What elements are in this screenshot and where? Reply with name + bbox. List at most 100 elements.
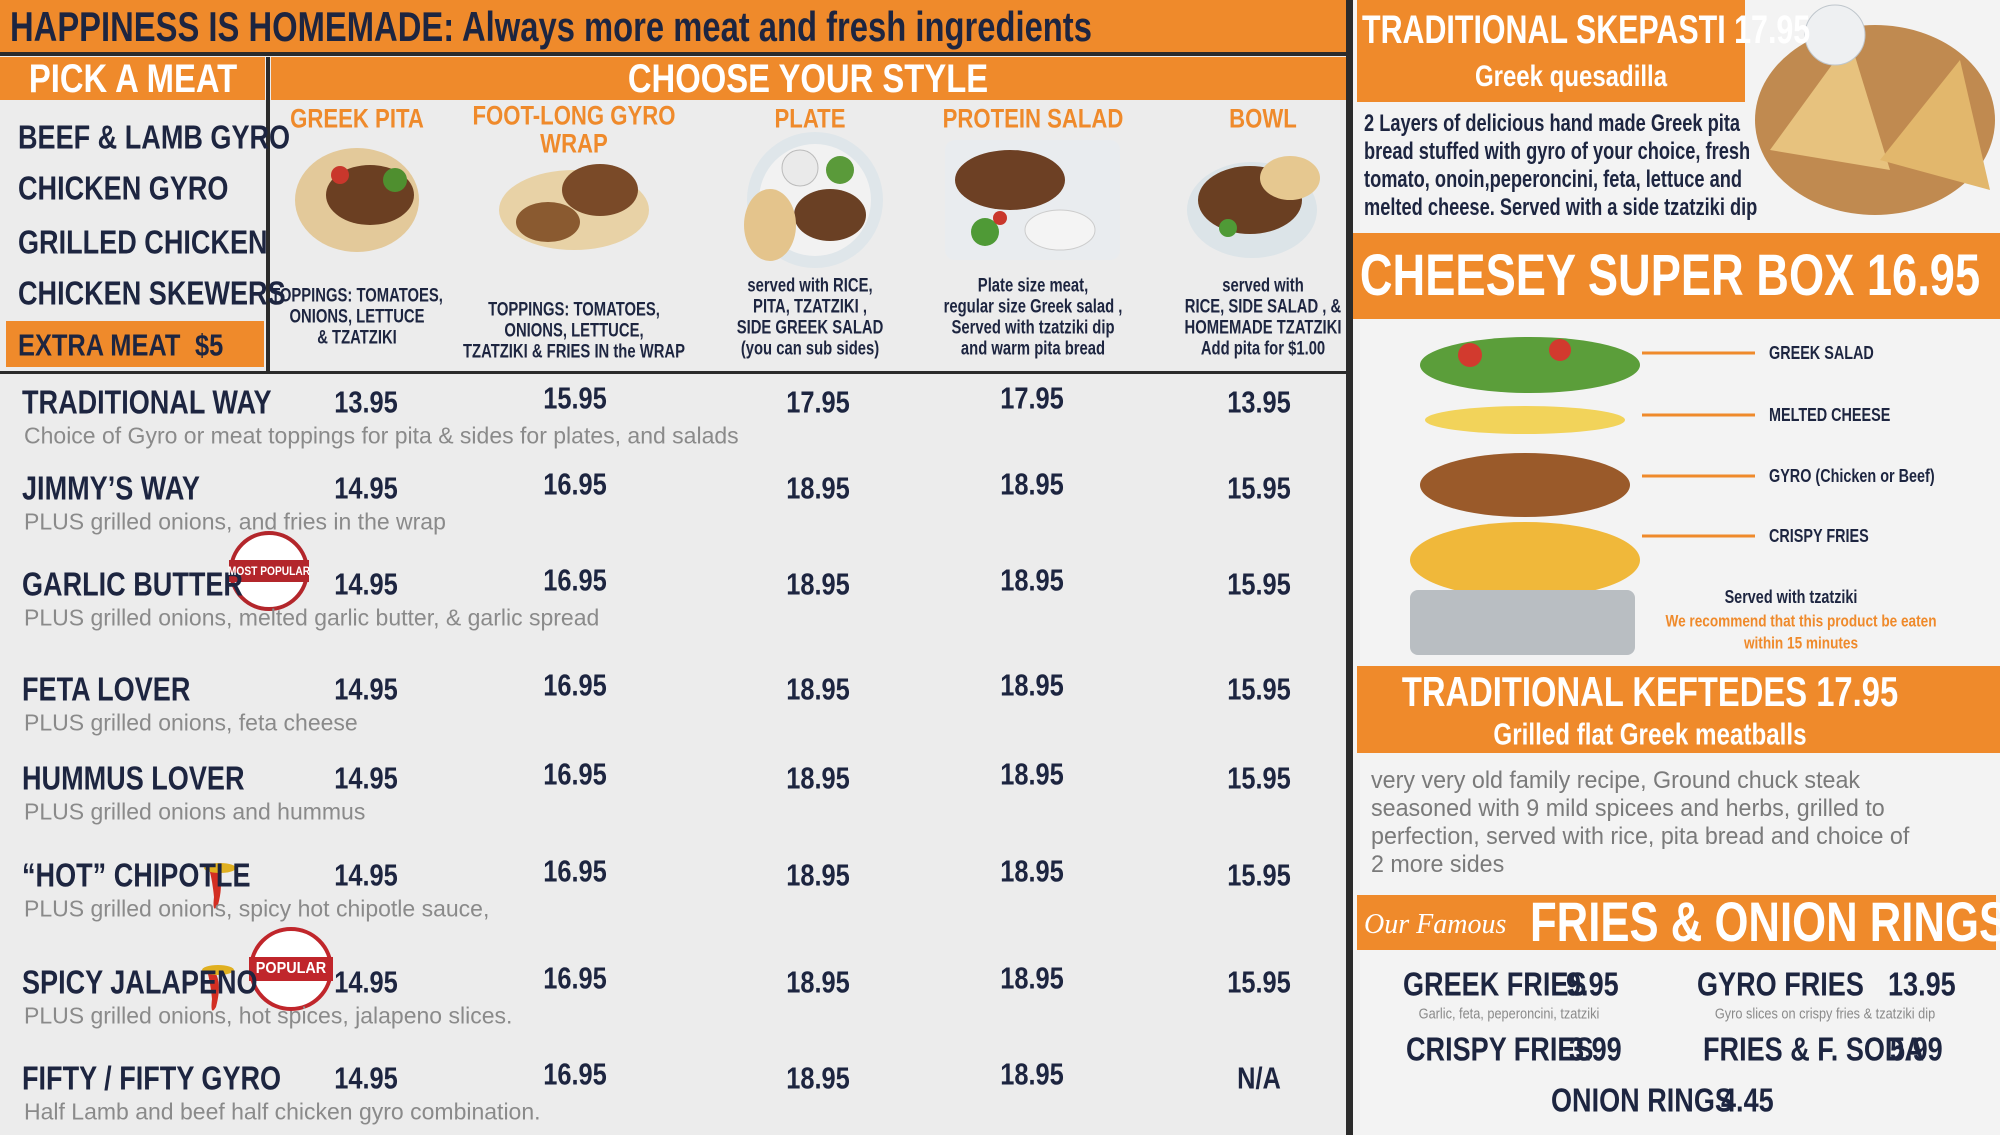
- style-name: FOOT-LONG GYRO: [472, 100, 676, 131]
- skepasti-subtitle: Greek quesadilla: [1474, 60, 1668, 93]
- layer-label: CRISPY FRIES: [1769, 526, 1869, 546]
- served-with: Served with tzatziki: [1724, 587, 1858, 607]
- price: 18.95: [786, 470, 850, 506]
- fries-item-price: 4.45: [1721, 1081, 1774, 1119]
- price: 17.95: [1000, 380, 1064, 416]
- style-name: PROTEIN SALAD: [942, 103, 1124, 134]
- style-description: RICE, SIDE SALAD , &: [1184, 296, 1342, 318]
- skepasti-description: melted cheese. Served with a side tzatzi…: [1364, 194, 1758, 221]
- style-name: BOWL: [1229, 103, 1297, 134]
- price: 14.95: [334, 566, 398, 602]
- price: 15.95: [1227, 964, 1291, 1000]
- skepasti-bar: [1357, 0, 1747, 102]
- style-description: regular size Greek salad ,: [943, 296, 1123, 318]
- style-description: Served with tzatziki dip: [951, 317, 1115, 339]
- header-title: HAPPINESS IS HOMEMADE: Always more meat …: [10, 3, 1092, 50]
- price: 15.95: [1227, 470, 1291, 506]
- fries-item-name: GREEK FRIES: [1403, 965, 1587, 1003]
- pick-meat-bar: [0, 57, 265, 100]
- row-name: “HOT” CHIPOTLE: [22, 856, 251, 894]
- super-box-image: [1410, 337, 1640, 655]
- column-rule: [266, 57, 270, 373]
- price: 14.95: [334, 760, 398, 796]
- style-description: ONIONS, LETTUCE,: [504, 320, 644, 342]
- fries-item-name: ONION RINGS: [1551, 1081, 1733, 1119]
- style-description: (you can sub sides): [740, 338, 880, 360]
- super-box-title: CHEESEY SUPER BOX 16.95: [1359, 243, 1981, 308]
- keftedes-subtitle: Grilled flat Greek meatballs: [1493, 716, 1807, 752]
- price: 18.95: [1000, 667, 1064, 703]
- skepasti-description: bread stuffed with gyro of your choice, …: [1364, 138, 1751, 165]
- keftedes-title: TRADITIONAL KEFTEDES 17.95: [1401, 668, 1899, 715]
- row-name: FIFTY / FIFTY GYRO: [22, 1059, 282, 1097]
- row-description: PLUS grilled onions, melted garlic butte…: [24, 604, 600, 631]
- fries-item-price: 3.99: [1569, 1030, 1622, 1068]
- skepasti-description: 2 Layers of delicious hand made Greek pi…: [1364, 110, 1741, 137]
- keftedes-description: very very old family recipe, Ground chuc…: [1371, 767, 1861, 794]
- price: 18.95: [786, 857, 850, 893]
- price: 16.95: [543, 1056, 607, 1092]
- fries-item-description: Garlic, feta, peperoncini, tzatziki: [1418, 1005, 1600, 1023]
- fries-title: FRIES & ONION RINGS: [1530, 890, 2000, 953]
- price: 15.95: [1227, 671, 1291, 707]
- divider: [1346, 0, 1353, 1135]
- layer-label: GYRO (Chicken or Beef): [1769, 466, 1935, 486]
- price: 18.95: [1000, 853, 1064, 889]
- keftedes-bar: [1357, 666, 2000, 753]
- price: 18.95: [786, 1060, 850, 1096]
- style-description: TOPPINGS: TOMATOES,: [488, 299, 660, 321]
- style-description: served with: [1222, 275, 1304, 297]
- price: 16.95: [543, 562, 607, 598]
- price: 14.95: [334, 470, 398, 506]
- meat-name: GRILLED CHICKEN: [18, 223, 268, 261]
- row-name: GARLIC BUTTER: [22, 565, 243, 603]
- extra-meat-price: $5: [195, 327, 224, 363]
- pita-image: [295, 148, 419, 252]
- keftedes-description: seasoned with 9 mild spicees and herbs, …: [1371, 795, 1885, 822]
- style-name: PLATE: [774, 103, 846, 134]
- keftedes-description: 2 more sides: [1371, 851, 1505, 878]
- row-name: FETA LOVER: [22, 670, 191, 708]
- style-description: Plate size meat,: [977, 275, 1089, 297]
- style-description: served with RICE,: [747, 275, 873, 297]
- salad-image: [945, 140, 1120, 260]
- price: 15.95: [543, 380, 607, 416]
- row-name: JIMMY’S WAY: [22, 469, 200, 507]
- skepasti-image: [1745, 0, 2000, 230]
- badge-text: POPULAR: [255, 960, 327, 977]
- price: 16.95: [543, 667, 607, 703]
- style-description: TOPPINGS: TOMATOES,: [271, 285, 443, 307]
- pick-meat-title: PICK A MEAT: [28, 57, 238, 101]
- price: 18.95: [1000, 756, 1064, 792]
- price: 15.95: [1227, 857, 1291, 893]
- extra-meat-box: [6, 321, 264, 367]
- skepasti-title: TRADITIONAL SKEPASTI 17.95: [1362, 8, 1811, 52]
- fries-item-description: Gyro slices on crispy fries & tzatziki d…: [1714, 1005, 1936, 1023]
- price: 14.95: [334, 964, 398, 1000]
- price: 18.95: [1000, 562, 1064, 598]
- price: 18.95: [786, 566, 850, 602]
- header-bar: [0, 0, 1346, 52]
- keftedes-description: perfection, served with rice, pita bread…: [1371, 823, 1910, 850]
- price: 16.95: [543, 756, 607, 792]
- style-description: HOMEMADE TZATZIKI: [1184, 317, 1342, 339]
- row-description: Choice of Gyro or meat toppings for pita…: [24, 422, 739, 449]
- price: 14.95: [334, 857, 398, 893]
- badge-text: MOST POPULAR: [227, 564, 311, 578]
- wrap-image: [499, 164, 649, 250]
- price: 18.95: [786, 964, 850, 1000]
- price: 18.95: [1000, 960, 1064, 996]
- price: 16.95: [543, 960, 607, 996]
- plate-image: [744, 132, 883, 268]
- row-description: PLUS grilled onions, and fries in the wr…: [24, 508, 446, 535]
- table-rule: [0, 371, 1346, 374]
- row-description: PLUS grilled onions and hummus: [24, 798, 366, 825]
- style-description: and warm pita bread: [960, 338, 1106, 360]
- style-description: ONIONS, LETTUCE: [289, 306, 425, 328]
- price: 16.95: [543, 466, 607, 502]
- price: 14.95: [334, 671, 398, 707]
- price: 13.95: [334, 384, 398, 420]
- style-name: GREEK PITA: [290, 103, 424, 134]
- style-description: & TZATZIKI: [317, 327, 397, 349]
- style-description: PITA, TZATZIKI ,: [753, 296, 867, 318]
